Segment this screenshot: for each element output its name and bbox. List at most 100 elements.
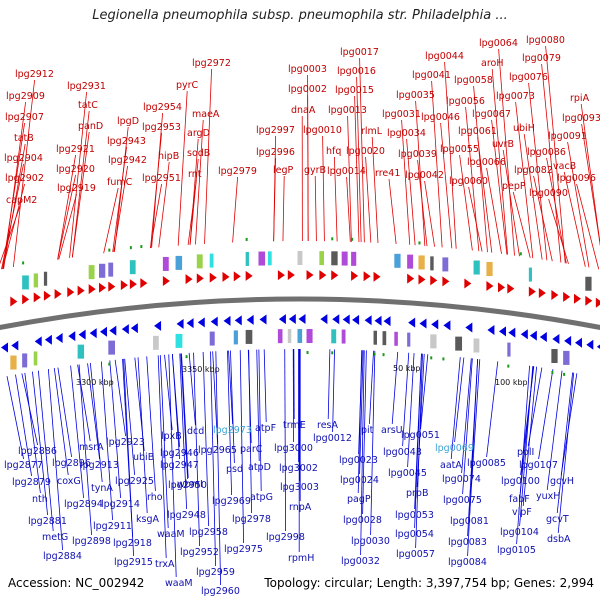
gene-label-bottom: lpg2948	[167, 510, 206, 521]
leader-line-top	[57, 174, 76, 260]
leader-line-top	[189, 158, 199, 245]
gene-label-bottom: lpg0105	[497, 545, 536, 556]
marker-tick-bottom	[331, 351, 334, 355]
leader-line-bottom	[181, 353, 189, 479]
gene-label-bottom: trmE	[283, 420, 306, 431]
leader-line-bottom	[212, 351, 218, 445]
forward-gene-arrow	[407, 273, 415, 284]
reverse-gene-arrow	[342, 314, 350, 325]
gene-label-bottom: lpg2918	[113, 538, 152, 549]
reverse-gene-arrow	[89, 328, 97, 339]
forward-gene-arrow	[108, 281, 116, 292]
annotation-block-top	[43, 271, 48, 286]
gene-label-top: lpg0091	[548, 131, 587, 142]
gene-label-top: lpg2920	[56, 164, 95, 175]
leader-line-bottom	[362, 350, 367, 515]
gene-label-bottom: lpg0074	[442, 474, 481, 485]
gene-label-top: lpg0076	[509, 72, 548, 83]
reverse-gene-arrow	[575, 337, 583, 348]
annotation-block-bottom	[341, 329, 346, 344]
gene-label-bottom: trxA	[155, 559, 175, 570]
forward-gene-arrow	[528, 286, 536, 297]
forward-gene-arrow	[129, 279, 137, 290]
leader-line-bottom	[230, 350, 235, 464]
leader-line-bottom	[258, 349, 262, 492]
annotation-block-bottom	[209, 331, 215, 346]
leader-line-bottom	[168, 354, 177, 578]
marker-tick-top	[519, 252, 522, 256]
gene-label-top: lpgD	[117, 116, 139, 127]
reverse-gene-arrow	[352, 314, 360, 325]
forward-gene-arrow	[351, 270, 359, 281]
leader-line-bottom	[215, 351, 221, 586]
gene-label-bottom: lpg0104	[500, 527, 539, 538]
marker-tick-bottom	[507, 364, 510, 368]
annotation-block-bottom	[175, 333, 183, 348]
leader-line-top	[150, 132, 162, 249]
annotation-block-bottom	[563, 350, 570, 365]
annotation-block-top	[162, 256, 169, 271]
annotation-block-top	[351, 251, 357, 266]
gene-label-bottom: arsU	[381, 425, 403, 436]
annotation-block-top	[22, 275, 29, 290]
forward-gene-arrow	[10, 296, 18, 307]
forward-gene-arrow	[140, 278, 148, 289]
gene-label-bottom: lpxB	[161, 431, 182, 442]
gene-label-bottom: lpg2947	[160, 460, 199, 471]
annotation-block-top	[585, 276, 592, 291]
leader-line-bottom	[357, 350, 363, 494]
gene-label-bottom: msrA	[79, 442, 104, 453]
leader-line-bottom	[180, 353, 188, 480]
leader-line-bottom	[414, 353, 422, 529]
gene-label-top: lpg2979	[218, 166, 257, 177]
reverse-gene-arrow	[374, 315, 382, 326]
annotation-block-bottom	[108, 340, 116, 355]
marker-tick-bottom	[373, 352, 376, 356]
gene-label-bottom: lpg2975	[224, 544, 263, 555]
gene-label-bottom: atpG	[250, 492, 273, 503]
forward-gene-arrow	[486, 280, 494, 291]
gene-label-bottom: lpg0069	[435, 443, 474, 454]
reverse-gene-arrow	[186, 318, 194, 329]
leader-line-top	[515, 101, 534, 259]
gene-label-bottom: rpmH	[288, 553, 314, 564]
forward-gene-arrow	[331, 270, 339, 281]
annotation-block-bottom	[153, 335, 159, 350]
annotation-block-top	[297, 251, 303, 266]
forward-gene-arrow	[162, 275, 170, 286]
gene-label-top: lpg2954	[143, 102, 182, 113]
leader-line-top	[195, 119, 204, 245]
annotation-block-bottom	[394, 331, 398, 346]
annotation-block-top	[108, 262, 114, 277]
gene-label-top: gyrB	[304, 165, 326, 176]
gene-label-bottom: lpg0051	[401, 430, 440, 441]
gene-label-top: lpg0013	[328, 105, 367, 116]
leader-line-top	[406, 138, 416, 246]
gene-label-bottom: lpg0084	[448, 557, 487, 568]
forward-gene-arrow	[245, 270, 253, 281]
gene-label-bottom: lpg0028	[343, 515, 382, 526]
annotation-block-bottom	[245, 329, 253, 344]
gene-label-bottom: lpg2915	[114, 557, 153, 568]
gene-label-top: lpg0082	[514, 165, 553, 176]
gene-label-top: lpg2931	[67, 81, 106, 92]
leader-line-top	[2, 183, 25, 270]
leader-line-bottom	[359, 350, 364, 475]
leader-line-top	[548, 198, 569, 264]
gene-label-top: rnt	[188, 169, 202, 180]
gene-label-top: rlmL	[361, 126, 383, 137]
gene-label-bottom: lpg2879	[12, 477, 51, 488]
annotation-block-top	[442, 257, 449, 272]
leader-line-top	[346, 176, 351, 242]
gene-label-bottom: lpg0100	[501, 476, 540, 487]
annotation-block-bottom	[297, 329, 303, 344]
forward-gene-arrow	[33, 292, 41, 303]
gene-label-bottom: lpg0032	[341, 556, 380, 567]
annotation-block-top	[430, 256, 434, 271]
reverse-gene-arrow	[278, 314, 286, 325]
gene-label-top: rpiA	[570, 93, 590, 104]
gene-label-top: lpg2951	[142, 173, 181, 184]
leader-line-bottom	[402, 352, 410, 447]
reverse-gene-arrow	[210, 316, 218, 327]
